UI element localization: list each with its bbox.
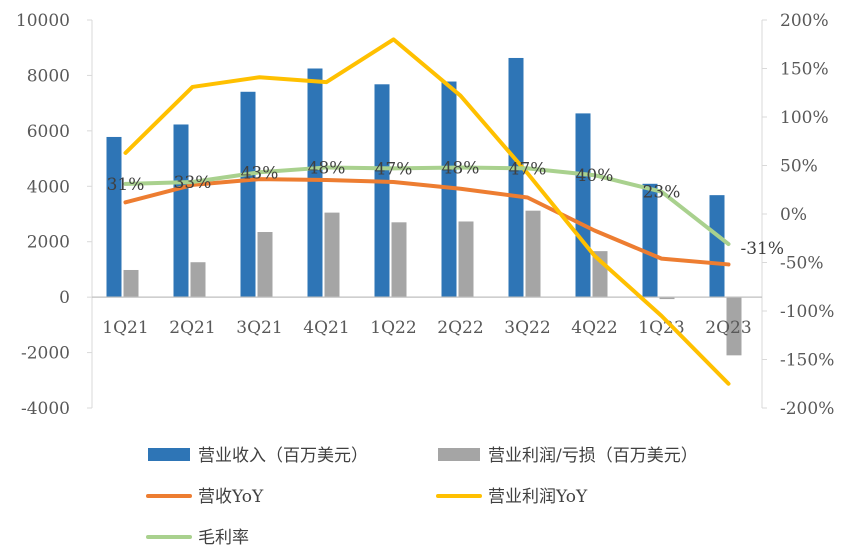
gross-margin-data-label: -31% — [741, 239, 785, 259]
bar-operating-profit-1Q23 — [659, 297, 675, 300]
gross-margin-data-label: 40% — [576, 166, 614, 186]
left-axis-tick-label: 2000 — [27, 233, 70, 253]
right-axis-tick-label: 200% — [780, 11, 829, 31]
bar-revenue-4Q22 — [575, 113, 591, 298]
left-axis-tick-label: -4000 — [21, 399, 70, 419]
x-axis-category-label: 4Q21 — [303, 318, 349, 338]
right-axis-tick-label: 150% — [780, 60, 829, 80]
right-axis-tick-label: -200% — [780, 399, 834, 419]
gross-margin-data-label: 47% — [375, 159, 413, 179]
gross-margin-data-label: 33% — [174, 173, 212, 193]
left-axis-tick-label: 4000 — [27, 177, 70, 197]
legend-operating-profit-yoy-label: 营业利润YoY — [488, 487, 588, 507]
labels-layer: 31% 33% 43% 48% 47% 48% 47% 40% 23% -31% — [107, 158, 784, 259]
bar-operating-profit-3Q21 — [257, 232, 273, 298]
bar-revenue-2Q21 — [173, 124, 189, 298]
bar-revenue-2Q23 — [709, 195, 725, 298]
gross-margin-data-label: 48% — [442, 158, 480, 178]
revenue-yoy-line — [123, 177, 731, 267]
legend-operating-profit-swatch — [438, 448, 480, 461]
bar-revenue-3Q21 — [240, 91, 256, 298]
legend-revenue-swatch — [148, 448, 190, 461]
legend-revenue-yoy-label: 营收YoY — [198, 487, 264, 507]
right-axis-tick-label: -100% — [780, 302, 834, 322]
right-axis-tick-label: 50% — [780, 157, 818, 177]
bar-revenue-1Q21 — [106, 136, 122, 298]
x-axis-category-label: 1Q23 — [638, 318, 684, 338]
x-axis-category-label: 2Q22 — [437, 318, 483, 338]
axes-layer: -4000 -2000 0 2000 4000 6000 8000 10000 -200% -15… — [16, 11, 834, 419]
left-axis-tick-label: -2000 — [21, 344, 70, 364]
x-axis-category-label: 3Q21 — [236, 318, 282, 338]
bars-layer — [106, 57, 742, 356]
left-axis-tick-label: 6000 — [27, 122, 70, 142]
x-axis-category-label: 2Q21 — [169, 318, 215, 338]
right-axis-tick-label: 100% — [780, 108, 829, 128]
bar-revenue-1Q22 — [374, 84, 390, 298]
legend-operating-profit-label: 营业利润/亏损（百万美元） — [488, 446, 698, 466]
gross-margin-data-label: 47% — [509, 159, 547, 179]
x-axis-category-label: 2Q23 — [705, 318, 751, 338]
x-axis-category-label: 1Q22 — [370, 318, 416, 338]
bar-operating-profit-2Q22 — [458, 221, 474, 298]
lines-layer — [123, 37, 731, 386]
bar-revenue-3Q22 — [508, 57, 524, 298]
bar-operating-profit-3Q22 — [525, 210, 541, 298]
gross-margin-data-label: 43% — [241, 163, 279, 183]
bar-revenue-1Q23 — [642, 183, 658, 298]
left-axis-tick-label: 10000 — [16, 11, 70, 31]
gross-margin-line — [123, 165, 731, 247]
right-axis-tick-label: 0% — [780, 205, 807, 225]
bar-operating-profit-1Q21 — [123, 269, 139, 298]
right-axis-tick-label: -150% — [780, 351, 834, 371]
bar-revenue-4Q21 — [307, 68, 323, 298]
bar-operating-profit-2Q23 — [726, 297, 742, 356]
right-axis-tick-label: -50% — [780, 254, 824, 274]
x-axis-category-label: 4Q22 — [571, 318, 617, 338]
x-axis-category-label: 1Q21 — [102, 318, 148, 338]
bar-operating-profit-2Q21 — [190, 262, 206, 298]
operating-profit-yoy-line — [123, 37, 731, 386]
gross-margin-data-label: 48% — [308, 158, 346, 178]
x-axis-category-label: 3Q22 — [504, 318, 550, 338]
legend-revenue-label: 营业收入（百万美元） — [198, 446, 368, 466]
left-axis-tick-label: 0 — [59, 288, 70, 308]
bar-operating-profit-4Q21 — [324, 212, 340, 298]
legend: 营业收入（百万美元） 营业利润/亏损（百万美元） 营收YoY 营业利润YoY 毛利率 — [146, 446, 698, 547]
gross-margin-data-label: 31% — [107, 175, 145, 195]
gross-margin-data-label: 23% — [643, 183, 681, 203]
bar-operating-profit-1Q22 — [391, 222, 407, 298]
legend-gross-margin-label: 毛利率 — [198, 528, 249, 547]
left-axis-tick-label: 8000 — [27, 66, 70, 86]
